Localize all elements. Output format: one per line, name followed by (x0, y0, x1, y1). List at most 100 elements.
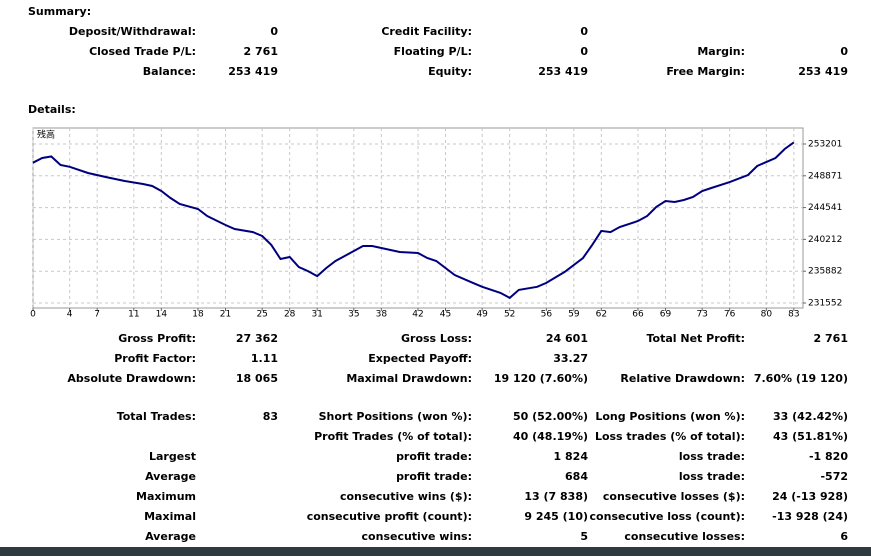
status-bar (0, 547, 871, 556)
x-tick-label: 42 (412, 310, 423, 320)
field-value: 40 (48.19%) (513, 430, 588, 443)
field-value: 7.60% (19 120) (754, 372, 848, 385)
field-label: Equity: (428, 65, 472, 78)
y-tick-label: 248871 (808, 171, 842, 181)
field-label: consecutive losses ($): (603, 490, 745, 503)
field-label: Maximal Drawdown: (346, 372, 472, 385)
field-value: 1 824 (554, 450, 589, 463)
x-tick-label: 80 (761, 310, 773, 320)
x-tick-label: 11 (128, 310, 139, 320)
field-label: Total Trades: (117, 410, 196, 423)
x-tick-label: 49 (476, 310, 488, 320)
field-value: 13 (7 838) (524, 490, 588, 503)
summary-title: Summary: (28, 5, 91, 18)
x-tick-label: 14 (156, 310, 168, 320)
field-value: 2 761 (244, 45, 278, 58)
y-tick-label: 231552 (808, 298, 842, 308)
x-tick-label: 25 (256, 310, 267, 320)
field-value: 0 (270, 25, 278, 38)
field-label: consecutive loss (count): (590, 510, 745, 523)
field-value: 24 (-13 928) (772, 490, 848, 503)
x-tick-label: 73 (696, 310, 707, 320)
x-tick-label: 7 (94, 310, 100, 320)
field-value: 0 (580, 25, 588, 38)
field-label: Short Positions (won %): (319, 410, 472, 423)
field-value: 0 (580, 45, 588, 58)
field-label: consecutive profit (count): (307, 510, 472, 523)
x-tick-label: 83 (788, 310, 799, 320)
field-label: Largest (149, 450, 196, 463)
field-label: consecutive wins ($): (340, 490, 472, 503)
x-tick-label: 18 (192, 310, 204, 320)
field-value: 0 (840, 45, 848, 58)
x-tick-label: 45 (440, 310, 451, 320)
field-value: 1.11 (251, 352, 278, 365)
field-label: Closed Trade P/L: (89, 45, 196, 58)
field-label: consecutive losses: (624, 530, 745, 543)
y-tick-label: 235882 (808, 267, 842, 277)
balance-line (32, 141, 795, 300)
x-tick-label: 69 (660, 310, 672, 320)
field-value: 6 (840, 530, 848, 543)
field-value: 19 120 (7.60%) (494, 372, 588, 385)
field-label: Total Net Profit: (647, 332, 746, 345)
field-value: 18 065 (236, 372, 278, 385)
field-label: Long Positions (won %): (595, 410, 745, 423)
x-tick-label: 66 (632, 310, 644, 320)
field-value: 83 (263, 410, 278, 423)
x-tick-label: 28 (284, 310, 296, 320)
x-tick-label: 21 (220, 310, 231, 320)
field-label: Gross Profit: (118, 332, 196, 345)
field-value: 253 419 (798, 65, 848, 78)
field-label: Maximum (136, 490, 196, 503)
field-value: 9 245 (10) (524, 510, 588, 523)
field-value: 43 (51.81%) (773, 430, 848, 443)
field-label: Maximal (144, 510, 196, 523)
field-value: 33 (42.42%) (773, 410, 848, 423)
field-value: -1 820 (809, 450, 848, 463)
field-label: loss trade: (679, 470, 745, 483)
x-tick-label: 76 (724, 310, 736, 320)
field-value: 33.27 (553, 352, 588, 365)
field-label: Margin: (697, 45, 745, 58)
field-label: Deposit/Withdrawal: (69, 25, 196, 38)
field-label: Floating P/L: (394, 45, 472, 58)
field-label: profit trade: (396, 450, 472, 463)
y-tick-label: 253201 (808, 140, 842, 150)
x-tick-label: 31 (311, 310, 322, 320)
field-label: Balance: (143, 65, 196, 78)
chart-label: 残高 (37, 129, 55, 141)
field-value: 27 362 (236, 332, 278, 345)
x-tick-label: 35 (348, 310, 359, 320)
field-label: Absolute Drawdown: (67, 372, 196, 385)
field-value: 5 (580, 530, 588, 543)
field-label: Average (145, 470, 196, 483)
x-tick-label: 0 (30, 310, 36, 320)
field-label: loss trade: (679, 450, 745, 463)
x-tick-label: 38 (376, 310, 388, 320)
x-tick-label: 52 (504, 310, 515, 320)
field-value: 253 419 (228, 65, 278, 78)
x-tick-label: 56 (541, 310, 553, 320)
field-label: Relative Drawdown: (620, 372, 745, 385)
field-label: consecutive wins: (362, 530, 472, 543)
field-label: Average (145, 530, 196, 543)
field-label: Loss trades (% of total): (595, 430, 745, 443)
field-label: Expected Payoff: (368, 352, 472, 365)
field-value: -572 (820, 470, 848, 483)
field-label: Free Margin: (666, 65, 745, 78)
field-value: 24 601 (546, 332, 588, 345)
field-label: Profit Factor: (114, 352, 196, 365)
y-tick-label: 240212 (808, 235, 842, 245)
field-value: 684 (565, 470, 588, 483)
x-tick-label: 59 (568, 310, 580, 320)
field-label: profit trade: (396, 470, 472, 483)
field-label: Gross Loss: (401, 332, 472, 345)
field-label: Profit Trades (% of total): (314, 430, 472, 443)
field-value: 2 761 (814, 332, 848, 345)
y-tick-label: 244541 (808, 203, 842, 213)
details-title: Details: (28, 103, 76, 116)
x-tick-label: 62 (596, 310, 607, 320)
field-value: 253 419 (538, 65, 588, 78)
